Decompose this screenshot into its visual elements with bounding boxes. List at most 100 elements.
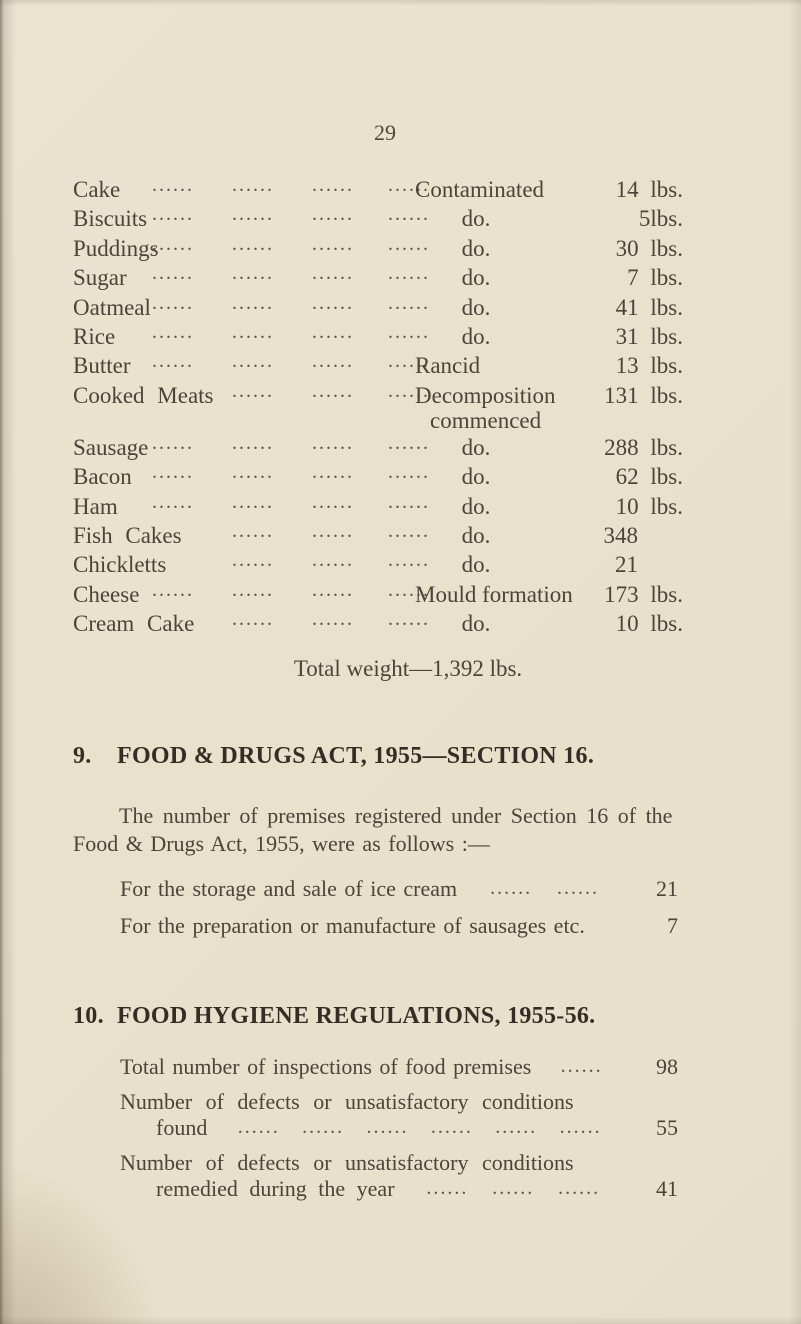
condition-label: Decomposition commenced xyxy=(415,382,556,433)
condition-label: Contaminated xyxy=(415,177,545,202)
food-item-name: Chickletts xyxy=(73,552,167,578)
stat-label-line2: found xyxy=(156,1115,208,1141)
condition-label-line2: commenced xyxy=(430,407,542,433)
dot-leader: ...... xyxy=(152,461,194,484)
condition-label: do. xyxy=(461,552,491,578)
dot-leader: ...... xyxy=(388,291,430,314)
weight-value: 288 lbs. xyxy=(604,434,683,460)
dot-leader: ...... xyxy=(388,320,430,343)
food-item-name: Rice xyxy=(73,323,116,349)
item-label: For the storage and sale of ice cream xyxy=(120,876,458,902)
table-row: Fish Cakes.................. do. 348 xyxy=(73,519,683,552)
dot-leader: ...... xyxy=(232,490,274,513)
dot-leader: ...... xyxy=(312,608,354,631)
dot-leader: ...... xyxy=(232,379,274,402)
table-row: Bacon........................ do. 62 lbs. xyxy=(73,461,683,493)
weight-value: 7 lbs. xyxy=(627,265,683,291)
food-item-name: Oatmeal xyxy=(73,294,151,320)
dot-leader: ...... xyxy=(232,203,274,226)
dot-leader: ...... xyxy=(388,232,430,255)
table-row: Cake........................ Contaminated… xyxy=(73,174,683,206)
section-9-heading: 9. FOOD & DRUGS ACT, 1955—SECTION 16. xyxy=(73,741,801,772)
food-item-name: Butter xyxy=(73,353,131,379)
dot-leader: ...... xyxy=(495,1116,538,1139)
item-label: For the preparation or manufacture of sa… xyxy=(120,913,585,939)
condition-label: do. xyxy=(461,235,491,261)
dot-leader: ...... xyxy=(558,1177,601,1200)
condition-label: Mould formation xyxy=(415,581,573,607)
section-9-paragraph: The number of premises registered under … xyxy=(73,802,723,857)
dot-leader: ...... xyxy=(232,608,274,631)
dot-leader: ...... xyxy=(388,461,430,484)
dot-leader-region: .................................... xyxy=(207,1116,632,1142)
dot-leader: ...... xyxy=(232,519,274,542)
stat-value: 41 xyxy=(656,1176,678,1202)
dot-leader: ...... xyxy=(232,350,274,373)
dot-leader-region: .................. xyxy=(395,1177,632,1203)
dot-leader: ...... xyxy=(388,262,430,285)
dot-leader: ...... xyxy=(312,174,354,196)
section-10: 10. FOOD HYGIENE REGULATIONS, 1955-56. To… xyxy=(73,1001,801,1203)
dot-leader: ...... xyxy=(232,291,274,314)
dot-leader: ...... xyxy=(232,461,274,484)
table-row: Chickletts.................. do. 21 xyxy=(73,549,683,581)
dot-leader: ...... xyxy=(232,549,274,572)
food-item-name: Cream Cake xyxy=(73,611,195,637)
dot-leader: ...... xyxy=(312,431,354,454)
section-9-title: FOOD & DRUGS ACT, 1955—SECTION 16. xyxy=(117,743,595,770)
condition-label: do. xyxy=(461,493,491,519)
dot-leader: ...... xyxy=(312,291,354,314)
stat-leader-row: found...................................… xyxy=(120,1115,678,1142)
paragraph-line: The number of premises registered under … xyxy=(119,803,673,829)
dot-leader: ...... xyxy=(312,262,354,285)
weight-value: 30 lbs. xyxy=(615,235,683,261)
dot-leader: ...... xyxy=(388,490,430,513)
total-weight-line: Total weight—1,392 lbs. xyxy=(293,656,523,682)
table-row: Cream Cake.................. do. 10 lbs. xyxy=(73,608,683,640)
food-item-name: Fish Cakes xyxy=(73,522,182,548)
dot-leader-region: ............ xyxy=(457,873,632,908)
dot-leader: ...... xyxy=(152,350,194,373)
dot-leader: ...... xyxy=(366,1116,409,1139)
stat-leader-row: Total number of inspections of food prem… xyxy=(120,1054,678,1081)
dot-leader: ...... xyxy=(388,203,430,226)
condition-label: do. xyxy=(461,611,491,637)
dot-leader: ...... xyxy=(312,519,354,542)
dot-leader: ...... xyxy=(302,1116,345,1139)
dot-leader: ...... xyxy=(232,320,274,343)
dot-leader: ...... xyxy=(152,291,194,314)
dot-leader: ...... xyxy=(152,431,194,454)
dot-leader: ...... xyxy=(312,549,354,572)
condition-label: Rancid xyxy=(415,353,481,379)
dot-leader: ...... xyxy=(312,232,354,255)
weight-value: 31 lbs. xyxy=(615,323,683,349)
condition-label: do. xyxy=(461,434,491,460)
dot-leader: ...... xyxy=(312,320,354,343)
dot-leader: ...... xyxy=(559,1116,602,1139)
food-item-name: Cheese xyxy=(73,581,140,607)
weight-value: 62 lbs. xyxy=(615,464,683,490)
dot-leader: ...... xyxy=(232,232,274,255)
food-item-name: Sausage xyxy=(73,434,149,460)
dot-leader: ...... xyxy=(232,578,274,601)
dot-leader: ...... xyxy=(232,174,274,196)
weight-value: 173 lbs. xyxy=(604,581,683,607)
dot-leader: ...... xyxy=(490,877,533,900)
dot-leader: ...... xyxy=(492,1177,535,1200)
weight-value: 348 xyxy=(603,522,639,548)
dot-leader: ...... xyxy=(232,262,274,285)
stat-label: Total number of inspections of food prem… xyxy=(120,1054,532,1080)
stat-value: 55 xyxy=(656,1115,678,1141)
dot-leader: ...... xyxy=(426,1177,469,1200)
condemned-food-table: Cake........................ Contaminated… xyxy=(73,174,683,640)
dot-leader: ...... xyxy=(152,232,194,255)
dot-leader: ...... xyxy=(560,1055,603,1078)
weight-value: 41 lbs. xyxy=(615,294,683,320)
paragraph-line: Food & Drugs Act, 1955, were as follows … xyxy=(73,830,490,856)
dot-leader-region: ...... xyxy=(531,1055,632,1081)
food-item-name: Bacon xyxy=(73,464,132,490)
page-number: 29 xyxy=(374,120,396,145)
dot-leader: ...... xyxy=(232,431,274,454)
condition-label: do. xyxy=(461,464,491,490)
